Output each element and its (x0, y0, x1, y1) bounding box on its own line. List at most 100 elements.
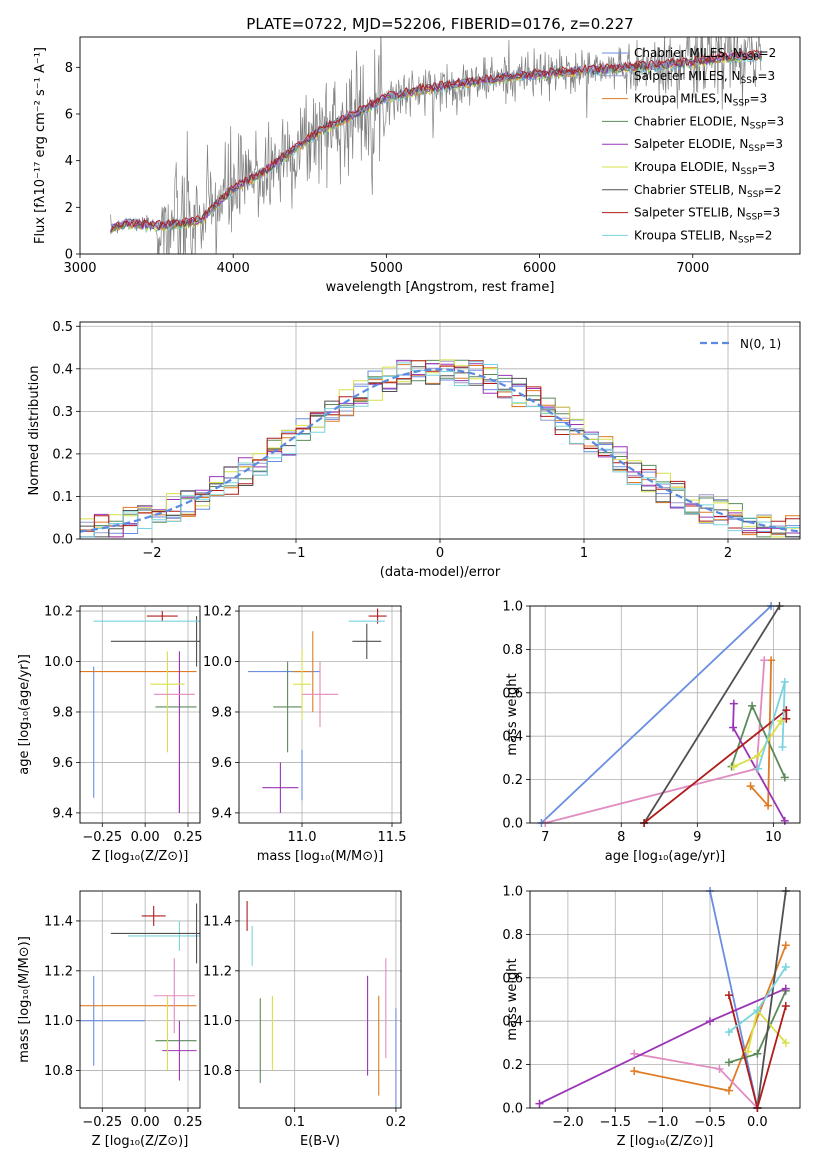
y-tick-label: 11.4 (44, 914, 73, 929)
weight-marker (781, 984, 790, 993)
x-tick-label: 0.1 (284, 1115, 305, 1130)
y-axis-label: Flux [fλ10⁻¹⁷ erg cm⁻² s⁻¹ A⁻¹] (33, 47, 48, 244)
x-tick-label: 8 (617, 830, 625, 845)
y-tick-label: 9.8 (52, 705, 73, 720)
y-tick-label: 0.8 (502, 643, 523, 658)
errorbar-point (153, 958, 195, 1034)
x-axis-label: age [log₁₀(age/yr)] (605, 849, 726, 864)
legend-entry: Chabrier MILES, NSSP=2 (634, 46, 776, 63)
legend-entry: Kroupa MILES, NSSP=3 (634, 92, 767, 109)
y-tick-label: 9.4 (52, 806, 73, 821)
weight-line-chabrier-miles (709, 891, 759, 1108)
x-tick-label: 5000 (370, 261, 403, 276)
legend-entry: Chabrier STELIB, NSSP=2 (634, 183, 782, 200)
weight-marker (630, 1049, 639, 1058)
y-tick-label: 11.2 (44, 964, 73, 979)
axes-frame (238, 605, 402, 824)
y-tick-label: 0.2 (502, 1058, 523, 1073)
errorbar-point (262, 762, 299, 813)
axes-frame (79, 605, 201, 824)
y-tick-label: 0.1 (52, 490, 73, 505)
y-tick-label: 8 (65, 61, 73, 76)
y-axis-label: mass weight (505, 673, 520, 755)
weight-marker (724, 991, 733, 1000)
histogram-kroupa-stelib (80, 361, 800, 538)
legend-entry: Salpeter ELODIE, NSSP=3 (634, 137, 783, 154)
y-tick-label: 1.0 (502, 600, 523, 615)
errorbar-point (352, 623, 382, 659)
y-tick-label: 10.2 (44, 605, 73, 620)
y-tick-label: 0.4 (502, 1015, 523, 1030)
x-tick-label: −1.5 (599, 1115, 631, 1130)
y-tick-label: 1.0 (502, 885, 523, 900)
x-axis-label: Z [log₁₀(Z/Z⊙)] (617, 1134, 714, 1149)
weight-line-chabrier-miles (540, 606, 772, 823)
x-tick-label: 0 (436, 546, 444, 561)
histogram-chabrier-stelib (80, 366, 800, 538)
x-tick-label: −2.0 (552, 1115, 584, 1130)
axes-frame (79, 890, 201, 1109)
y-tick-label: 11.4 (203, 914, 232, 929)
x-tick-label: 0.0 (747, 1115, 768, 1130)
x-tick-label: 2 (724, 546, 732, 561)
weight-marker (782, 706, 791, 715)
weight-line-pink (634, 1052, 759, 1108)
y-axis-label: Normed distribution (27, 366, 42, 496)
figure-title: PLATE=0722, MJD=52206, FIBERID=0176, z=0… (246, 15, 633, 33)
x-tick-label: 0.25 (174, 1115, 203, 1130)
y-axis-label: mass [log₁₀(M/M⊙)] (17, 936, 32, 1063)
plot-area (80, 359, 800, 538)
weight-marker (767, 656, 776, 665)
weight-marker (778, 743, 787, 752)
weight-marker (753, 1049, 762, 1058)
legend-entry: Salpeter STELIB, NSSP=3 (634, 206, 780, 223)
y-tick-label: 0.0 (502, 817, 523, 832)
mass-weight-vs-metallicity-panel: −2.0 −1.5 −1.0 −0.5 0.0 0.0 0.2 0.4 0.6 0.8 1.0 Z [… (502, 885, 801, 1149)
x-tick-label: 9 (693, 830, 701, 845)
y-tick-label: 0.6 (502, 686, 523, 701)
weight-marker (743, 1047, 752, 1056)
weight-marker (724, 1058, 733, 1067)
spectrum-panel: 3000 4000 5000 6000 7000 0 2 4 6 8 wavelength [Ang… (33, 36, 801, 295)
x-tick-label: 0.2 (386, 1115, 407, 1130)
plot-area (80, 611, 200, 813)
plot-area (246, 900, 397, 1108)
y-axis-label: mass weight (505, 958, 520, 1040)
x-tick-label: −0.25 (82, 830, 122, 845)
weight-marker (753, 1006, 762, 1015)
weight-marker (780, 677, 789, 686)
errorbar-point (146, 611, 178, 622)
x-axis-label: wavelength [Angstrom, rest frame] (326, 280, 555, 295)
mass-weight-vs-age-panel: 7 8 9 10 0.0 0.2 0.4 0.6 0.8 1.0 age [log₁₀(age/yr… (502, 600, 801, 864)
y-tick-label: 6 (65, 108, 73, 123)
errorbar-point (273, 661, 302, 753)
x-tick-label: 11.5 (378, 830, 407, 845)
weight-marker (781, 1038, 790, 1047)
x-tick-label: −2 (142, 546, 161, 561)
x-axis-label: E(B-V) (300, 1134, 340, 1149)
y-tick-label: 10.0 (203, 655, 232, 670)
y-tick-label: 0.0 (52, 533, 73, 548)
axes-frame (529, 605, 801, 824)
y-tick-label: 0.4 (52, 362, 73, 377)
y-tick-label: 9.6 (211, 756, 232, 771)
observed-spectrum (110, 37, 762, 254)
age-vs-metallicity-panel: −0.25 0.00 0.25 9.4 9.6 9.8 10.0 10.2 Z [log₁₀(Z… (17, 605, 203, 864)
weight-marker (764, 801, 773, 810)
weight-marker (630, 1067, 639, 1076)
x-tick-label: 11.0 (288, 830, 317, 845)
weight-marker (782, 714, 791, 723)
plot-area (80, 903, 200, 1081)
mass-vs-ebv-panel: 0.1 0.2 10.8 11.0 11.2 11.4 E(B-V) (203, 890, 407, 1149)
y-tick-label: 0 (65, 248, 73, 263)
weight-marker (754, 751, 763, 760)
y-tick-label: 9.4 (211, 806, 232, 821)
y-tick-label: 0.6 (502, 971, 523, 986)
weight-marker (780, 816, 789, 825)
weight-marker (754, 764, 763, 773)
weight-marker (724, 1028, 733, 1037)
plot-area (110, 37, 763, 254)
x-tick-label: 0.25 (174, 830, 203, 845)
weight-line-kroupa-miles (749, 660, 772, 808)
y-tick-label: 10.0 (44, 655, 73, 670)
